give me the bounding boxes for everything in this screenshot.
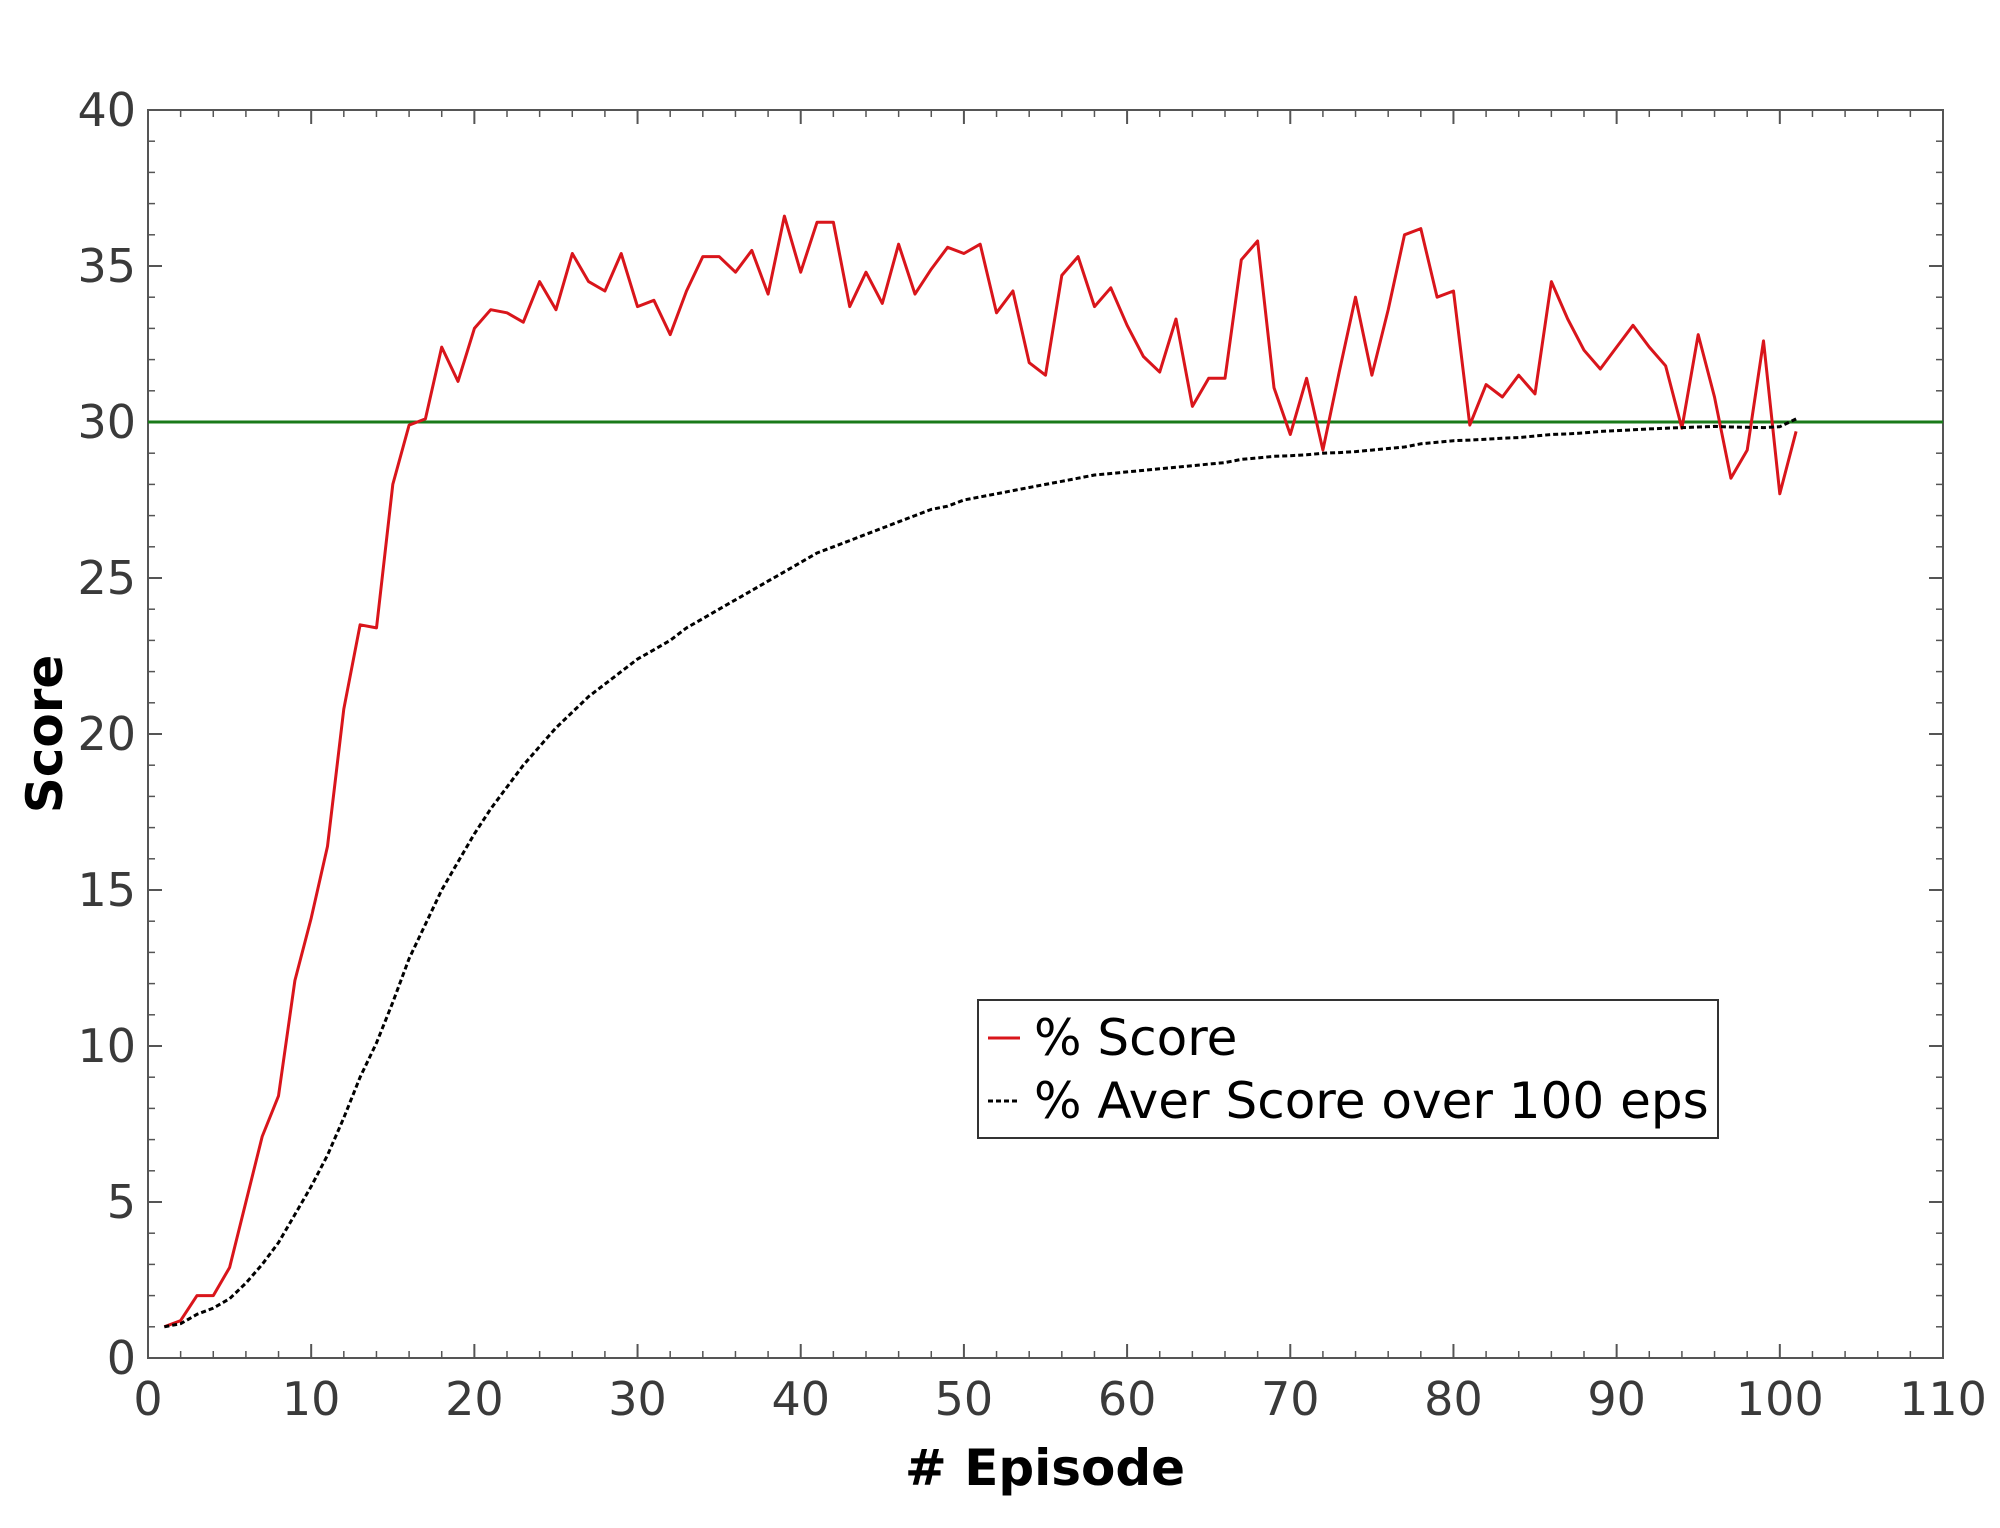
legend-box	[977, 999, 1719, 1139]
series-line-0	[163, 214, 1798, 1329]
x-tick-label: 0	[133, 1372, 162, 1426]
legend-label-average: % Aver Score over 100 eps	[1034, 1072, 1709, 1130]
x-tick-label: 100	[1736, 1372, 1824, 1426]
y-tick-label: 10	[77, 1019, 136, 1073]
major-ticks	[147, 109, 1944, 1359]
legend-label-score: % Score	[1034, 1009, 1237, 1067]
x-tick-label: 40	[771, 1372, 830, 1426]
y-tick-label: 35	[77, 239, 136, 293]
series-group	[163, 214, 1798, 1329]
plot-area	[147, 109, 1944, 1359]
y-tick-label: 30	[77, 395, 136, 449]
x-tick-label: 90	[1587, 1372, 1646, 1426]
y-tick-label: 0	[107, 1331, 136, 1385]
y-tick-label: 5	[107, 1175, 136, 1229]
x-tick-label: 70	[1261, 1372, 1320, 1426]
minor-ticks	[148, 110, 1943, 1358]
x-axis-title: # Episode	[905, 1439, 1185, 1497]
series-line-1	[164, 417, 1797, 1329]
x-tick-labels: 0 10 20 30 40 50 60 70 80 90 100 110	[133, 1372, 1987, 1426]
y-tick-label: 40	[77, 83, 136, 137]
x-tick-label: 50	[935, 1372, 994, 1426]
y-tick-label: 15	[77, 863, 136, 917]
x-tick-label: 80	[1424, 1372, 1483, 1426]
x-tick-label: 110	[1899, 1372, 1987, 1426]
x-tick-label: 30	[608, 1372, 667, 1426]
x-tick-label: 60	[1098, 1372, 1157, 1426]
y-axis-title: Score	[16, 655, 74, 814]
y-tick-labels: 0 5 10 15 20 25 30 35 40	[77, 83, 136, 1385]
legend: % Score % Aver Score over 100 eps	[977, 999, 1719, 1139]
y-tick-label: 20	[77, 707, 136, 761]
y-tick-label: 25	[77, 551, 136, 605]
x-tick-label: 10	[282, 1372, 341, 1426]
x-tick-label: 20	[445, 1372, 504, 1426]
